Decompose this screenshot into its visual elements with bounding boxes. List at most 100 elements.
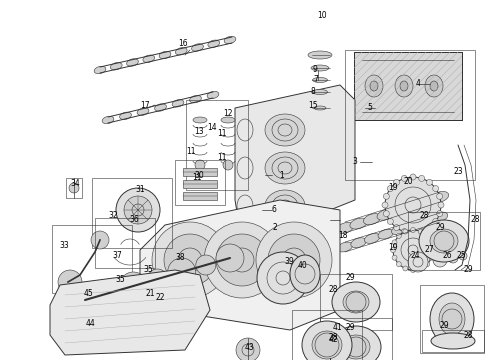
Ellipse shape <box>137 108 149 115</box>
Circle shape <box>168 258 196 286</box>
Text: 15: 15 <box>308 100 318 109</box>
Text: 25: 25 <box>456 251 466 260</box>
Text: 21: 21 <box>145 289 155 298</box>
Circle shape <box>69 183 79 193</box>
Circle shape <box>223 160 233 170</box>
Text: 23: 23 <box>453 167 463 176</box>
Circle shape <box>425 262 430 267</box>
Text: 8: 8 <box>311 86 316 95</box>
Text: 3: 3 <box>353 158 357 166</box>
Circle shape <box>152 222 228 298</box>
Circle shape <box>392 255 397 260</box>
Text: 7: 7 <box>314 76 318 85</box>
Ellipse shape <box>365 75 383 97</box>
Ellipse shape <box>312 331 342 359</box>
Circle shape <box>99 283 119 303</box>
Bar <box>95 218 155 268</box>
Ellipse shape <box>102 116 114 124</box>
Text: 35: 35 <box>115 275 125 284</box>
Ellipse shape <box>313 77 327 82</box>
Circle shape <box>418 229 423 234</box>
Bar <box>354 52 462 120</box>
Circle shape <box>204 222 280 298</box>
Text: 17: 17 <box>140 100 150 109</box>
Text: 26: 26 <box>442 251 452 260</box>
Text: 27: 27 <box>424 246 434 255</box>
Circle shape <box>159 290 171 302</box>
Text: 13: 13 <box>194 126 204 135</box>
Ellipse shape <box>418 216 434 226</box>
Ellipse shape <box>395 75 413 97</box>
Text: 32: 32 <box>108 211 118 220</box>
Circle shape <box>383 211 390 217</box>
Circle shape <box>425 233 430 238</box>
Circle shape <box>433 219 439 224</box>
Ellipse shape <box>221 117 235 123</box>
Circle shape <box>392 240 397 245</box>
Ellipse shape <box>314 106 326 110</box>
Bar <box>422 330 484 352</box>
Ellipse shape <box>94 66 106 74</box>
Text: 37: 37 <box>112 251 122 260</box>
Ellipse shape <box>430 229 458 253</box>
Text: 29: 29 <box>463 266 473 274</box>
Ellipse shape <box>337 242 353 252</box>
Circle shape <box>393 179 399 185</box>
Circle shape <box>164 234 216 286</box>
Ellipse shape <box>350 218 368 229</box>
Text: 28: 28 <box>328 285 338 294</box>
Circle shape <box>459 252 467 260</box>
Ellipse shape <box>351 238 367 248</box>
Text: 28: 28 <box>328 333 338 342</box>
Text: 29: 29 <box>435 224 445 233</box>
Ellipse shape <box>208 40 220 48</box>
Circle shape <box>393 230 433 270</box>
Text: 41: 41 <box>332 324 342 333</box>
Bar <box>354 52 462 120</box>
Text: 33: 33 <box>59 240 69 249</box>
Circle shape <box>429 255 434 260</box>
Ellipse shape <box>400 81 408 91</box>
Bar <box>345 50 475 180</box>
Text: 44: 44 <box>85 319 95 328</box>
Circle shape <box>401 175 407 181</box>
Ellipse shape <box>404 201 421 211</box>
Text: 36: 36 <box>129 216 139 225</box>
Circle shape <box>396 262 401 267</box>
Circle shape <box>396 233 401 238</box>
Polygon shape <box>140 200 340 330</box>
Text: 10: 10 <box>317 10 327 19</box>
Ellipse shape <box>308 51 332 59</box>
Ellipse shape <box>432 212 448 222</box>
Ellipse shape <box>120 112 131 120</box>
Ellipse shape <box>175 48 187 55</box>
Bar <box>92 178 172 248</box>
Ellipse shape <box>419 220 469 262</box>
Circle shape <box>391 248 395 252</box>
Text: 11: 11 <box>217 130 227 139</box>
Circle shape <box>408 252 428 272</box>
Text: 29: 29 <box>345 274 355 283</box>
Ellipse shape <box>365 234 380 243</box>
Ellipse shape <box>392 225 407 235</box>
Ellipse shape <box>370 81 378 91</box>
Circle shape <box>144 288 160 304</box>
Text: 35: 35 <box>143 266 153 274</box>
Bar <box>320 274 392 330</box>
Ellipse shape <box>405 221 420 230</box>
Circle shape <box>403 266 408 271</box>
Circle shape <box>411 228 416 233</box>
Text: 34: 34 <box>70 179 80 188</box>
Ellipse shape <box>143 55 155 63</box>
Text: 31: 31 <box>135 185 145 194</box>
Circle shape <box>388 219 393 224</box>
Ellipse shape <box>377 209 394 220</box>
Text: 38: 38 <box>175 253 185 262</box>
Text: 1: 1 <box>280 171 284 180</box>
Ellipse shape <box>311 65 329 71</box>
Bar <box>183 168 217 176</box>
Ellipse shape <box>265 114 305 146</box>
Text: 6: 6 <box>271 206 276 215</box>
Ellipse shape <box>207 91 219 99</box>
Circle shape <box>382 202 388 208</box>
